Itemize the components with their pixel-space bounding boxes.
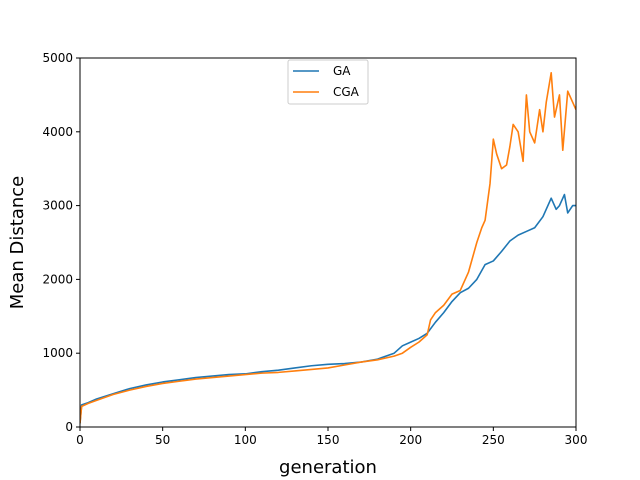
x-tick-label: 150 — [317, 433, 340, 447]
series-lines — [80, 71, 576, 424]
x-tick-label: 200 — [399, 433, 422, 447]
series-line-ga — [80, 193, 576, 424]
x-tick-label: 100 — [234, 433, 257, 447]
legend-label: CGA — [333, 85, 360, 99]
series-line-cga — [80, 71, 576, 424]
y-axis-label: Mean Distance — [7, 176, 28, 309]
legend-entries: GA CGA — [293, 64, 360, 99]
legend-entry-ga: GA — [293, 64, 351, 78]
y-tick-label: 0 — [65, 420, 73, 434]
y-tick-label: 4000 — [42, 125, 73, 139]
x-tick-label: 50 — [155, 433, 170, 447]
legend-entry-cga: CGA — [293, 85, 360, 99]
y-tick-label: 3000 — [42, 199, 73, 213]
y-tick-label: 1000 — [42, 346, 73, 360]
x-axis-label: generation — [279, 457, 377, 478]
y-tick-label: 5000 — [42, 51, 73, 65]
legend-label: GA — [333, 64, 351, 78]
legend: GA CGA — [287, 59, 369, 105]
y-tick-label: 2000 — [42, 272, 73, 286]
x-tick-label: 250 — [482, 433, 505, 447]
x-tick-label: 300 — [565, 433, 588, 447]
x-tick-label: 0 — [76, 433, 84, 447]
